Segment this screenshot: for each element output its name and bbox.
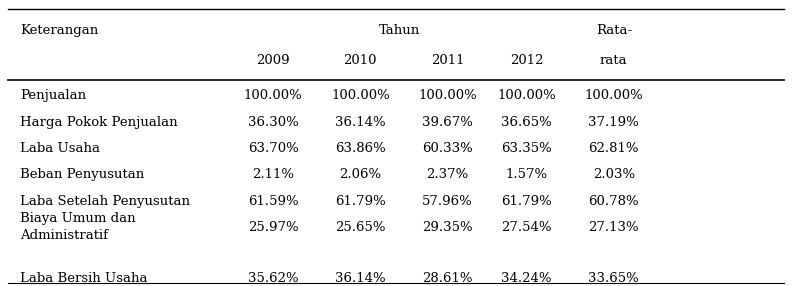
Text: Laba Usaha: Laba Usaha xyxy=(20,142,100,155)
Text: Tahun: Tahun xyxy=(379,23,421,37)
Text: 33.65%: 33.65% xyxy=(588,272,639,285)
Text: 60.78%: 60.78% xyxy=(588,194,639,208)
Text: 63.86%: 63.86% xyxy=(335,142,386,155)
Text: 34.24%: 34.24% xyxy=(501,272,552,285)
Text: 2011: 2011 xyxy=(431,53,464,67)
Text: 2009: 2009 xyxy=(257,53,290,67)
Text: 36.65%: 36.65% xyxy=(501,116,552,129)
Text: Beban Penyusutan: Beban Penyusutan xyxy=(20,168,144,181)
Text: 61.79%: 61.79% xyxy=(335,194,386,208)
Text: 61.79%: 61.79% xyxy=(501,194,552,208)
Text: 60.33%: 60.33% xyxy=(422,142,473,155)
Text: 57.96%: 57.96% xyxy=(422,194,473,208)
Text: 63.35%: 63.35% xyxy=(501,142,552,155)
Text: 36.30%: 36.30% xyxy=(248,116,299,129)
Text: 2.37%: 2.37% xyxy=(426,168,469,181)
Text: 100.00%: 100.00% xyxy=(584,89,643,102)
Text: 100.00%: 100.00% xyxy=(244,89,303,102)
Text: 2012: 2012 xyxy=(510,53,543,67)
Text: 2.11%: 2.11% xyxy=(252,168,295,181)
Text: 100.00%: 100.00% xyxy=(418,89,477,102)
Text: Harga Pokok Penjualan: Harga Pokok Penjualan xyxy=(20,116,177,129)
Text: 100.00%: 100.00% xyxy=(331,89,390,102)
Text: Biaya Umum dan
Administratif: Biaya Umum dan Administratif xyxy=(20,212,135,242)
Text: 28.61%: 28.61% xyxy=(422,272,473,285)
Text: Rata-: Rata- xyxy=(596,23,632,37)
Text: Laba Bersih Usaha: Laba Bersih Usaha xyxy=(20,272,147,285)
Text: 29.35%: 29.35% xyxy=(422,221,473,234)
Text: 35.62%: 35.62% xyxy=(248,272,299,285)
Text: 25.97%: 25.97% xyxy=(248,221,299,234)
Text: 2.06%: 2.06% xyxy=(339,168,382,181)
Text: 39.67%: 39.67% xyxy=(422,116,473,129)
Text: 36.14%: 36.14% xyxy=(335,116,386,129)
Text: Laba Setelah Penyusutan: Laba Setelah Penyusutan xyxy=(20,194,190,208)
Text: Keterangan: Keterangan xyxy=(20,23,98,37)
Text: 27.54%: 27.54% xyxy=(501,221,552,234)
Text: 2010: 2010 xyxy=(344,53,377,67)
Text: 63.70%: 63.70% xyxy=(248,142,299,155)
Text: Penjualan: Penjualan xyxy=(20,89,86,102)
Text: 62.81%: 62.81% xyxy=(588,142,639,155)
Text: 1.57%: 1.57% xyxy=(505,168,548,181)
Text: rata: rata xyxy=(600,53,627,67)
Text: 37.19%: 37.19% xyxy=(588,116,639,129)
Text: 27.13%: 27.13% xyxy=(588,221,639,234)
Text: 25.65%: 25.65% xyxy=(335,221,386,234)
Text: 36.14%: 36.14% xyxy=(335,272,386,285)
Text: 100.00%: 100.00% xyxy=(497,89,556,102)
Text: 61.59%: 61.59% xyxy=(248,194,299,208)
Text: 2.03%: 2.03% xyxy=(592,168,635,181)
